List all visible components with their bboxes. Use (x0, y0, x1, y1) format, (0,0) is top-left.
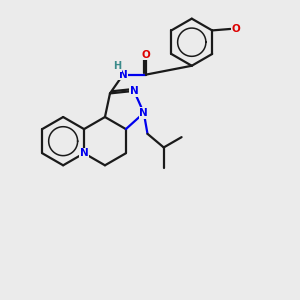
Text: O: O (232, 24, 241, 34)
Text: N: N (80, 148, 88, 158)
Text: N: N (130, 86, 138, 96)
Text: N: N (119, 70, 128, 80)
Text: H: H (113, 61, 121, 71)
Text: N: N (140, 108, 148, 118)
Text: O: O (142, 50, 151, 60)
